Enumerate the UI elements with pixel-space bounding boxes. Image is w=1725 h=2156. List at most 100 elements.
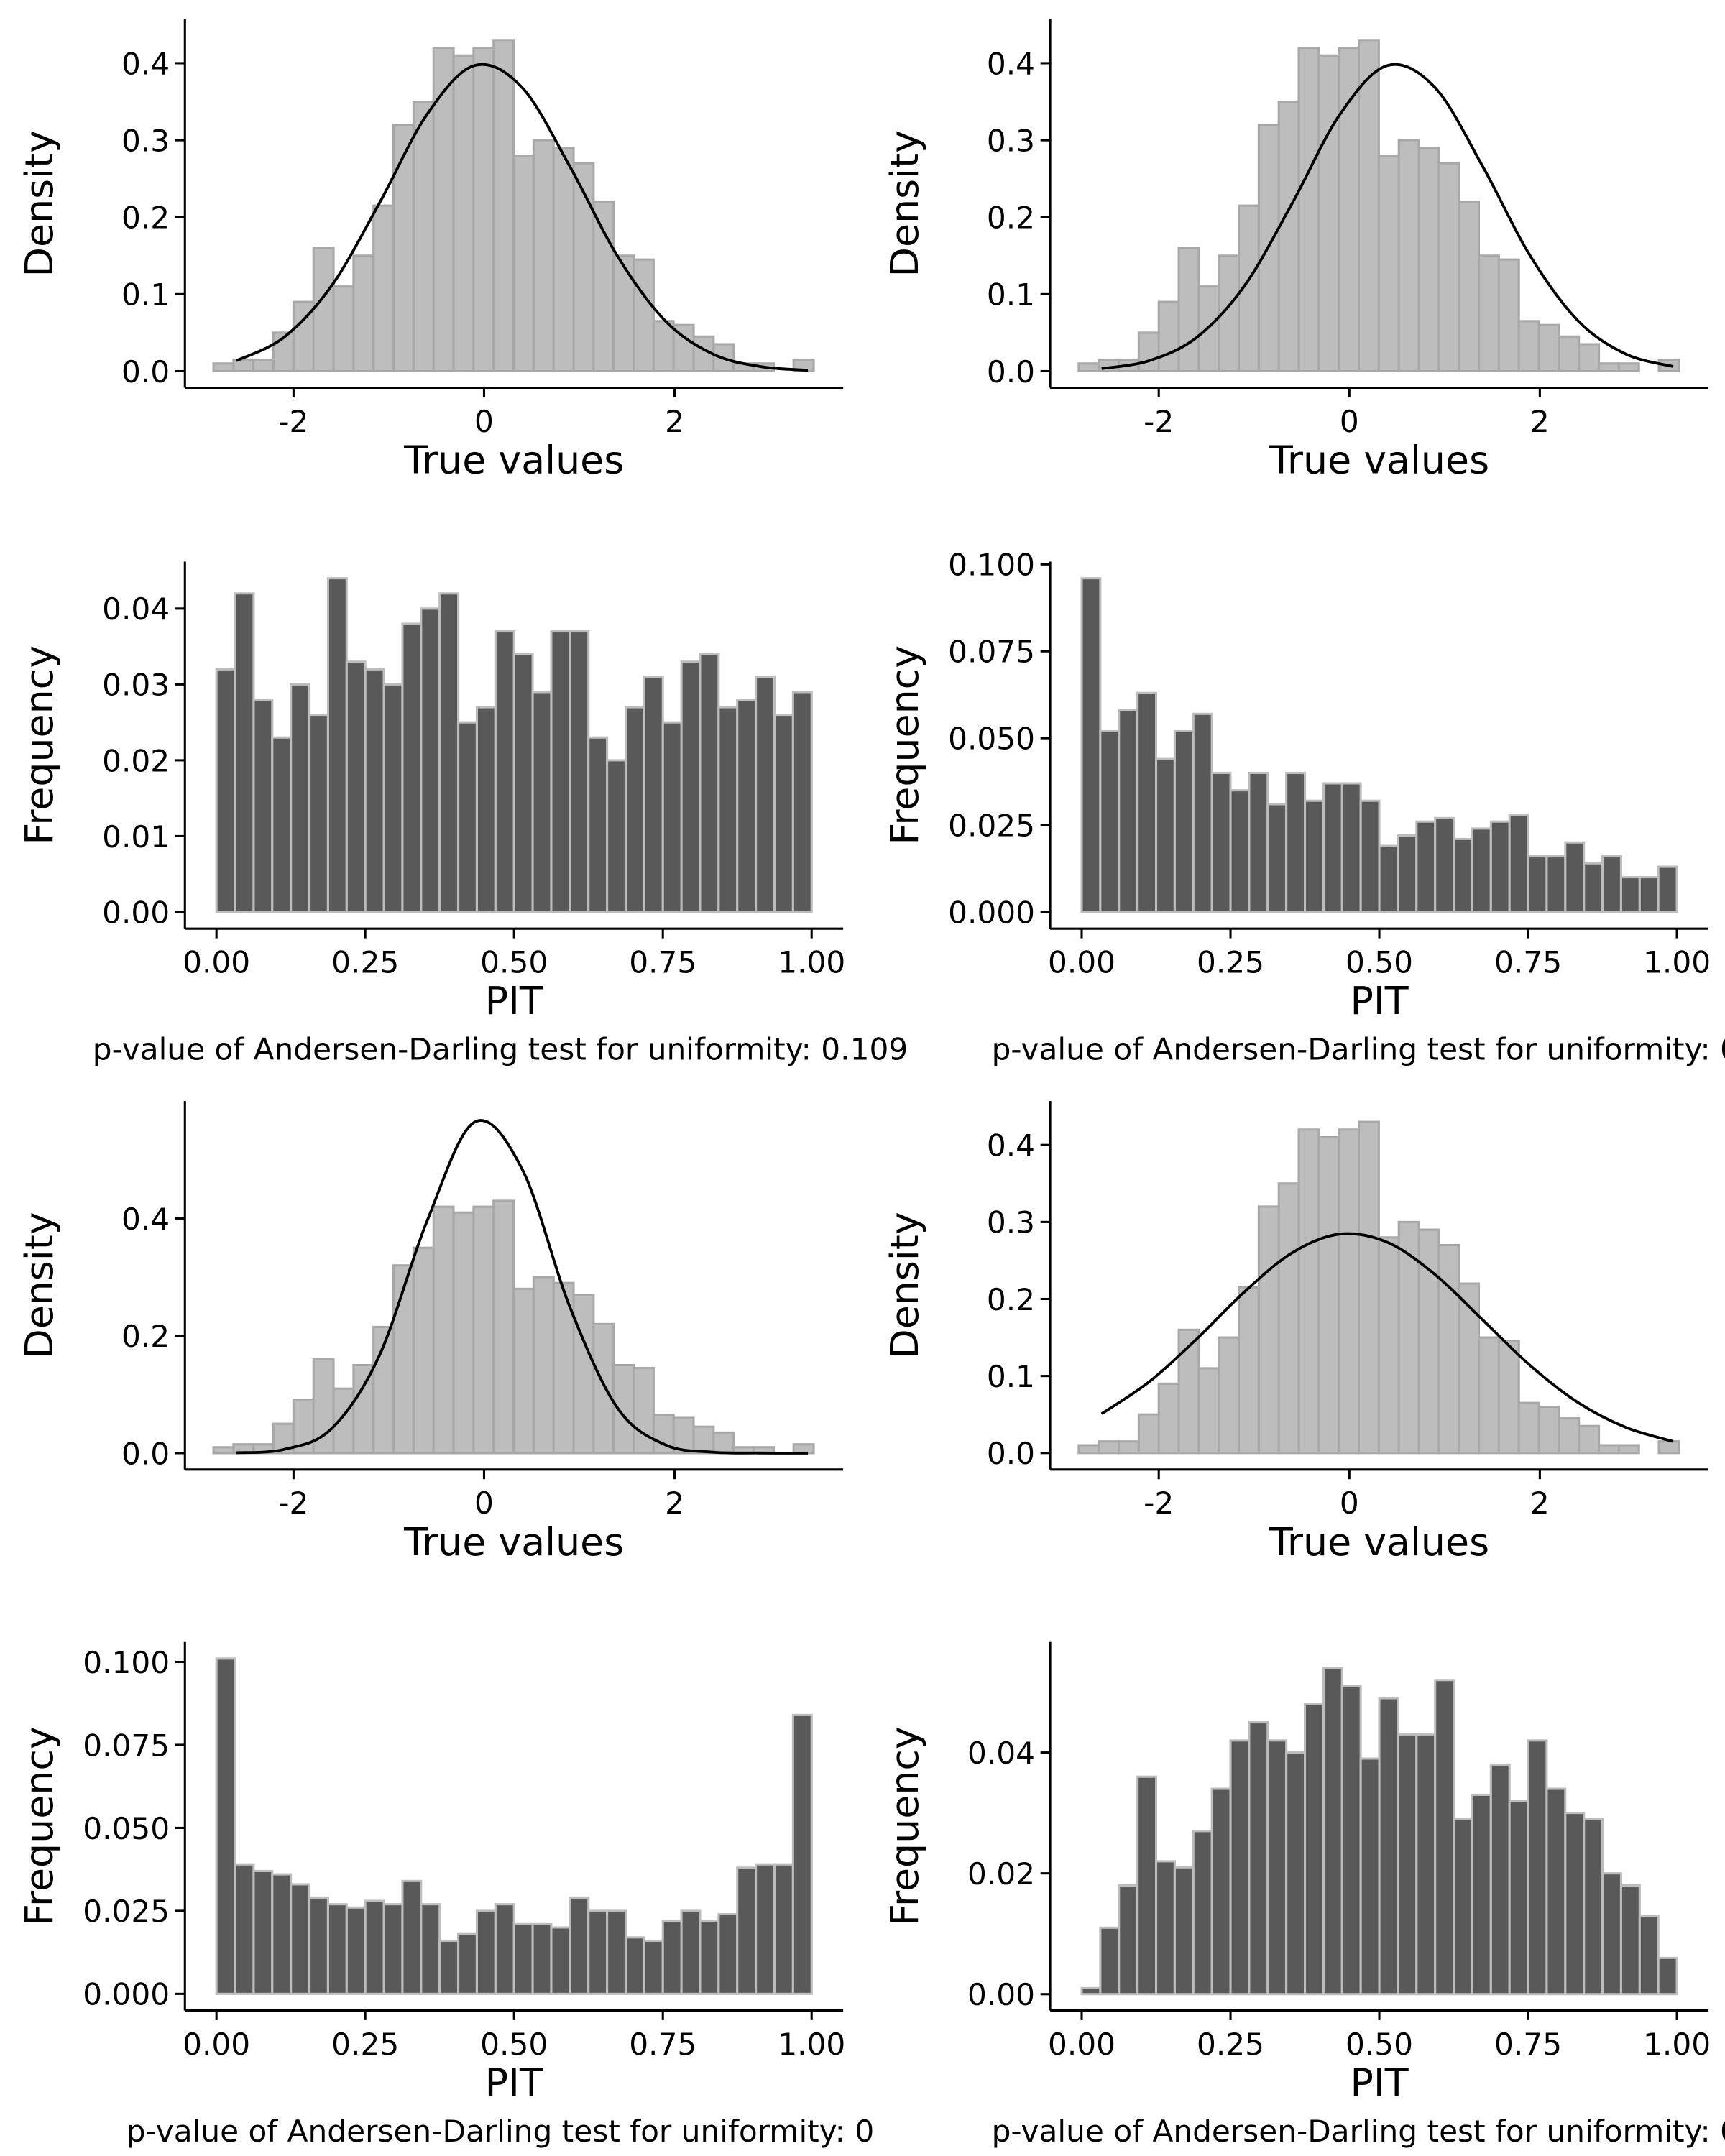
y-tick-label: 0.0 xyxy=(121,1436,170,1471)
y-tick-label: 0.025 xyxy=(83,1894,170,1929)
bar xyxy=(1453,837,1473,913)
x-tick-label: 0 xyxy=(474,404,494,439)
x-tick-label: -2 xyxy=(278,1485,308,1521)
bar xyxy=(550,1926,571,1995)
bar xyxy=(1638,876,1660,913)
bar xyxy=(1434,816,1455,913)
y-axis-label: Frequency xyxy=(882,645,927,845)
x-tick-label: 1.00 xyxy=(1643,945,1711,980)
y-tick-label: 0.4 xyxy=(121,1202,170,1237)
bar xyxy=(1358,39,1380,373)
bar xyxy=(1248,1721,1269,1996)
bar xyxy=(1297,46,1320,373)
bar xyxy=(1277,1182,1300,1455)
bar xyxy=(1257,1205,1280,1455)
bar xyxy=(1619,1884,1641,1996)
bar xyxy=(432,1205,455,1455)
panel: -2 0 2 0.0 0.1 0.2 0.3 0.4 True values Density xyxy=(882,19,1708,483)
x-axis-label: True values xyxy=(403,1519,624,1565)
bar xyxy=(1415,1733,1437,1996)
x-tick-label: 0.75 xyxy=(1494,945,1562,980)
bar xyxy=(420,1903,441,1995)
annotation: p-value of Andersen-Darling test for uni… xyxy=(126,2114,874,2149)
bar xyxy=(1277,100,1300,373)
bar xyxy=(773,714,794,913)
bar xyxy=(1338,46,1361,373)
bar xyxy=(1564,841,1586,913)
bar xyxy=(382,683,404,913)
x-tick-label: 1.00 xyxy=(1643,2027,1711,2062)
bar xyxy=(699,1920,720,1995)
x-tick-label: 0.00 xyxy=(183,2027,250,2062)
y-tick-label: 0.4 xyxy=(987,46,1035,81)
bar xyxy=(1478,1336,1500,1455)
bar xyxy=(1192,1830,1213,1996)
bar xyxy=(1136,1775,1158,1996)
bar xyxy=(1537,1405,1560,1455)
y-tick-label: 0.1 xyxy=(121,277,170,313)
bar xyxy=(672,1416,695,1455)
bar xyxy=(1438,1243,1460,1455)
bar xyxy=(712,1431,735,1455)
bar xyxy=(1322,1667,1343,1996)
x-tick-label: 0.25 xyxy=(331,945,399,980)
bar xyxy=(1578,1424,1601,1455)
y-tick-label: 0.2 xyxy=(987,1282,1035,1317)
bar xyxy=(717,1912,739,1995)
bar xyxy=(1154,757,1176,913)
bar xyxy=(494,1903,515,1995)
bar xyxy=(1378,844,1399,913)
bar xyxy=(661,721,683,913)
bar xyxy=(643,1939,664,1995)
y-tick-label: 0.0 xyxy=(121,354,170,390)
bar xyxy=(512,1922,534,1995)
x-axis-label: PIT xyxy=(1350,2060,1408,2105)
bar xyxy=(372,204,395,373)
bar xyxy=(252,1869,274,1995)
bar xyxy=(401,622,423,913)
bar xyxy=(472,46,495,373)
bar xyxy=(232,358,255,373)
bar xyxy=(475,706,497,913)
bar xyxy=(290,1883,311,1995)
y-tick-label: 0.050 xyxy=(948,721,1035,756)
bar xyxy=(1508,1800,1530,1996)
bar xyxy=(632,1367,655,1455)
bar xyxy=(1434,1679,1455,1996)
panel: 0.00 0.25 0.50 0.75 1.00 0.00 0.01 0.02 0.03 0.04… xyxy=(17,561,908,1067)
bar xyxy=(1303,799,1325,913)
y-tick-label: 0.4 xyxy=(987,1128,1035,1164)
bar xyxy=(606,759,627,913)
x-tick-label: 0.50 xyxy=(480,945,548,980)
bar xyxy=(308,714,329,913)
bar xyxy=(352,254,375,373)
bar xyxy=(1266,803,1288,913)
y-axis-label: Density xyxy=(882,1212,927,1358)
bar xyxy=(1417,147,1440,373)
y-axis-label: Frequency xyxy=(17,1726,62,1926)
y-tick-label: 0.3 xyxy=(121,123,170,158)
bar xyxy=(1210,771,1232,913)
bar xyxy=(680,660,702,913)
bar xyxy=(1657,1956,1678,1996)
bar xyxy=(252,358,275,373)
bar xyxy=(531,691,553,913)
bar xyxy=(1619,876,1641,913)
bar xyxy=(755,1863,776,1995)
bar xyxy=(1617,1444,1640,1455)
bar xyxy=(1578,343,1601,373)
bar xyxy=(755,676,776,913)
bar xyxy=(438,592,460,913)
bar xyxy=(1136,691,1158,913)
y-tick-label: 0.02 xyxy=(102,743,170,778)
x-tick-label: 0.00 xyxy=(1048,945,1116,980)
bar xyxy=(290,683,311,913)
bar xyxy=(1317,54,1340,373)
y-tick-label: 0.3 xyxy=(987,123,1035,158)
bar xyxy=(1545,855,1567,913)
bar xyxy=(512,154,535,373)
bar xyxy=(1359,1757,1381,1996)
bar xyxy=(382,1903,404,1995)
x-axis-label: True values xyxy=(1269,1519,1489,1565)
